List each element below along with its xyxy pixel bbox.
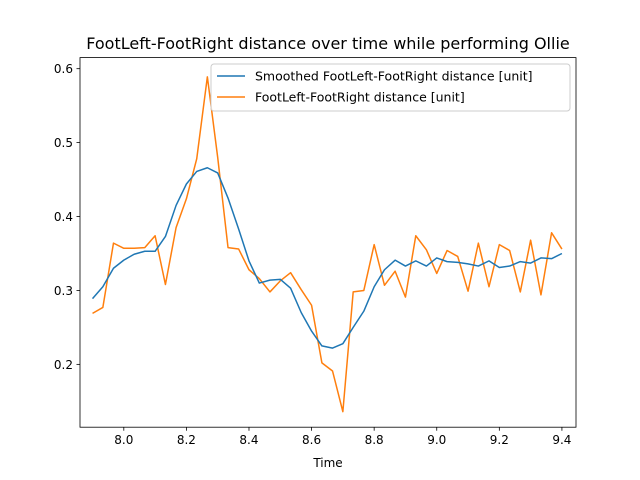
x-tick-label: 8.4 <box>239 433 258 447</box>
y-tick-label: 0.3 <box>54 284 73 298</box>
legend-box <box>210 63 571 112</box>
series-layer <box>91 76 563 413</box>
x-tick-label: 9.0 <box>427 433 446 447</box>
legend-label-raw: FootLeft-FootRight distance [unit] <box>255 90 465 105</box>
y-tick-label: 0.5 <box>54 136 73 150</box>
x-tick-label: 9.4 <box>552 433 571 447</box>
y-tick-label: 0.4 <box>54 210 73 224</box>
x-axis: 8.0 8.2 8.4 8.6 8.8 9.0 9.2 9.4 <box>114 427 571 447</box>
legend: Smoothed FootLeft-FootRight distance [un… <box>210 63 571 112</box>
x-tick-label: 8.8 <box>365 433 384 447</box>
x-tick-label: 8.6 <box>302 433 321 447</box>
series-line-smoothed <box>91 166 563 349</box>
x-tick-label: 8.2 <box>177 433 196 447</box>
plot-frame <box>79 57 577 428</box>
y-tick-label: 0.6 <box>54 62 73 76</box>
series-line-raw <box>92 76 563 413</box>
y-axis: 0.2 0.3 0.4 0.5 0.6 <box>54 62 80 372</box>
x-tick-label: 9.2 <box>490 433 509 447</box>
y-tick-label: 0.2 <box>54 358 73 372</box>
x-tick-label: 8.0 <box>114 433 133 447</box>
legend-label-smoothed: Smoothed FootLeft-FootRight distance [un… <box>255 69 533 84</box>
x-axis-label: Time <box>312 456 342 470</box>
chart-title: FootLeft-FootRight distance over time wh… <box>86 34 569 53</box>
